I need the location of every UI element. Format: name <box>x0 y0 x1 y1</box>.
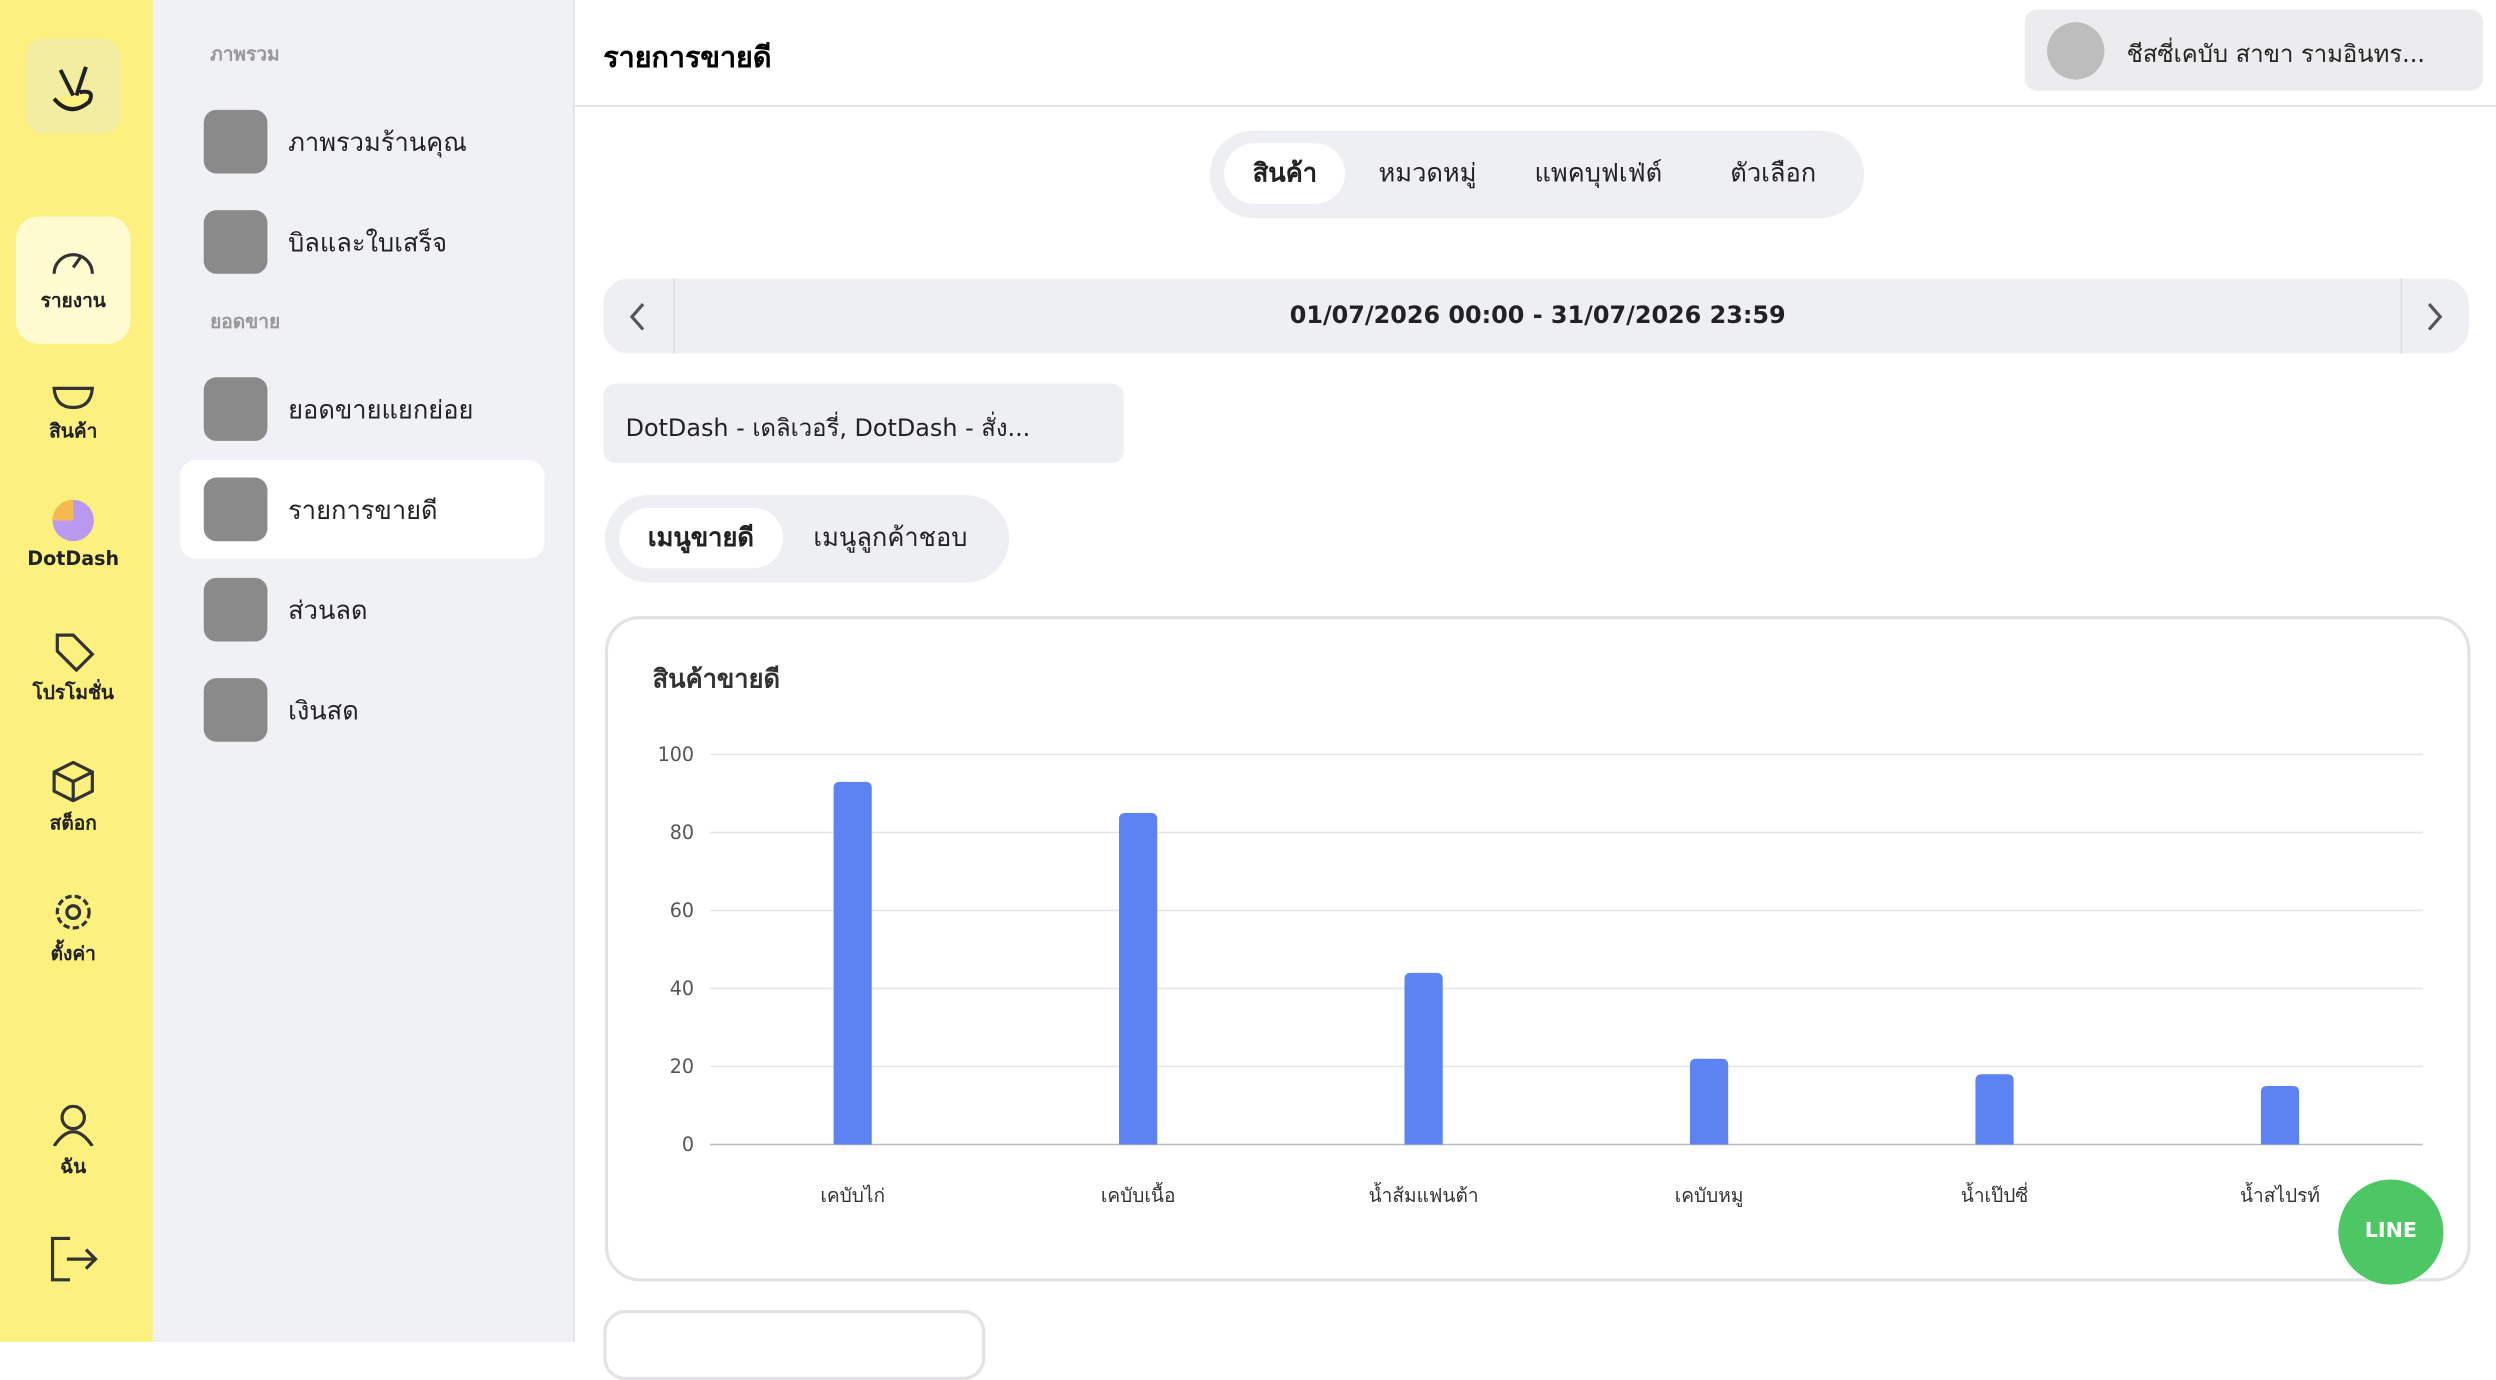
menu-item[interactable]: ภาพรวมร้านคุณ <box>180 92 545 191</box>
y-tick-label: 20 <box>670 1055 694 1078</box>
nav-label: รายงาน <box>40 289 106 312</box>
menu-item[interactable]: ส่วนลด <box>180 560 545 659</box>
bar <box>1119 813 1158 1145</box>
sidebar: รายงาน สินค้า DotDash โปรโมชั่น สต็อก ตั… <box>0 0 153 1342</box>
subtabs: เมนูขายดี เมนูลูกค้าชอบ <box>604 495 1010 583</box>
nav-icon <box>55 633 95 672</box>
tab[interactable]: แพคบุฟเฟ่ต์ <box>1534 157 1663 188</box>
nav-label: ฉัน <box>60 1155 87 1178</box>
nav-item[interactable]: สินค้า <box>16 347 131 474</box>
tab[interactable]: หมวดหมู่ <box>1378 157 1477 188</box>
nav-label: สต็อก <box>49 811 97 835</box>
menu-section: ยอดขาย <box>210 310 281 333</box>
subtab[interactable]: เมนูขายดี <box>619 507 783 569</box>
nav-icon <box>52 760 94 803</box>
tabs: สินค้า หมวดหมู่ แพคบุฟเฟ่ต์ ตัวเลือก <box>1209 130 1864 219</box>
nav-item[interactable]: รายงาน <box>15 216 131 344</box>
y-tick-label: 100 <box>658 743 694 766</box>
tab[interactable]: สินค้า <box>1224 143 1346 204</box>
next-button[interactable] <box>2423 301 2445 333</box>
nav-icon <box>52 1104 94 1147</box>
chart-card: สินค้าขายดี 0 20 40 60 80 100 เคบับไก่ เคบับเนื… <box>604 616 2471 1282</box>
chart: สินค้าขายดี 0 20 40 60 80 100 เคบับไก่ เคบับเนื… <box>653 665 2423 1207</box>
submenu: ภาพรวม ภาพรวมร้านคุณ บิลและใบเสร็จ ยอดขา… <box>152 0 575 1342</box>
partial-card <box>603 1310 986 1380</box>
menu-item[interactable]: เงินสด <box>180 661 545 760</box>
header: รายการขายดี ชีสซี่เคบับ สาขา รามอินทร... <box>574 0 2496 107</box>
page-title: รายการขายดี <box>603 41 772 75</box>
channel-text: DotDash - เดลิเวอรี่, DotDash - สั่ง... <box>625 413 1031 443</box>
bar <box>833 781 872 1145</box>
menu-item[interactable]: บิลและใบเสร็จ <box>180 193 545 292</box>
date-range[interactable]: 01/07/2026 00:00 - 31/07/2026 23:59 <box>673 278 2403 354</box>
prev-button[interactable] <box>627 301 649 333</box>
bar <box>1975 1074 2014 1145</box>
nav-item[interactable]: สต็อก <box>16 739 131 866</box>
line-chat-button[interactable]: LINE <box>2338 1179 2444 1285</box>
date-picker: 01/07/2026 00:00 - 31/07/2026 23:59 <box>603 278 2469 354</box>
nav-icon <box>52 386 95 410</box>
nav-icon <box>52 499 94 542</box>
nav-item[interactable]: ตั้งค่า <box>16 869 131 996</box>
chart-title: สินค้าขายดี <box>653 665 780 695</box>
menu-label: เงินสด <box>288 695 359 726</box>
nav-label: สินค้า <box>49 420 98 443</box>
bar <box>2260 1086 2300 1145</box>
menu-item[interactable]: ยอดขายแยกย่อย <box>180 360 545 459</box>
menu-section: ภาพรวม <box>210 42 280 66</box>
bar <box>1404 972 1443 1145</box>
y-tick-label: 40 <box>670 977 694 1000</box>
x-tick-label: เคบับหมู <box>1675 1184 1744 1207</box>
menu-label: บิลและใบเสร็จ <box>288 227 448 258</box>
bar <box>1689 1058 1729 1145</box>
channel-filter[interactable]: DotDash - เดลิเวอรี่, DotDash - สั่ง... <box>603 383 1124 464</box>
logo[interactable] <box>25 38 121 134</box>
menu-item[interactable]: รายการขายดี <box>179 460 545 559</box>
nav-label: ตั้งค่า <box>50 942 96 965</box>
menu-label: ยอดขายแยกย่อย <box>288 394 474 426</box>
x-tick-label: เคบับเนื้อ <box>1101 1182 1176 1207</box>
menu-label: ส่วนลด <box>288 595 368 626</box>
x-tick-label: น้ำส้มแฟนต้า <box>1369 1182 1479 1207</box>
nav-item[interactable]: โปรโมชั่น <box>16 608 131 735</box>
nav-item[interactable]: ฉัน <box>16 1082 131 1209</box>
x-tick-label: น้ำสไปรท์ <box>2240 1182 2320 1207</box>
x-tick-label: เคบับไก่ <box>820 1184 885 1207</box>
nav-icon <box>52 253 94 274</box>
menu-label: รายการขายดี <box>288 495 438 526</box>
y-tick-label: 80 <box>670 821 694 844</box>
nav-label: โปรโมชั่น <box>32 681 114 704</box>
y-tick-label: 0 <box>682 1133 694 1156</box>
nav-label: DotDash <box>27 547 120 570</box>
branch-name: ชีสซี่เคบับ สาขา รามอินทร... <box>2126 39 2425 69</box>
tab[interactable]: ตัวเลือก <box>1730 157 1817 188</box>
logo-icon <box>52 66 93 112</box>
nav-icon <box>55 894 91 930</box>
nav-item[interactable]: DotDash <box>16 478 131 605</box>
logout-icon[interactable] <box>48 1234 99 1285</box>
x-tick-label: น้ำเป๊ปซี่ <box>1961 1182 2029 1207</box>
subtab[interactable]: เมนูลูกค้าชอบ <box>813 522 968 553</box>
menu-label: ภาพรวมร้านคุณ <box>288 127 467 158</box>
branch-select[interactable]: ชีสซี่เคบับ สาขา รามอินทร... <box>2024 9 2484 91</box>
y-tick-label: 60 <box>670 899 694 922</box>
